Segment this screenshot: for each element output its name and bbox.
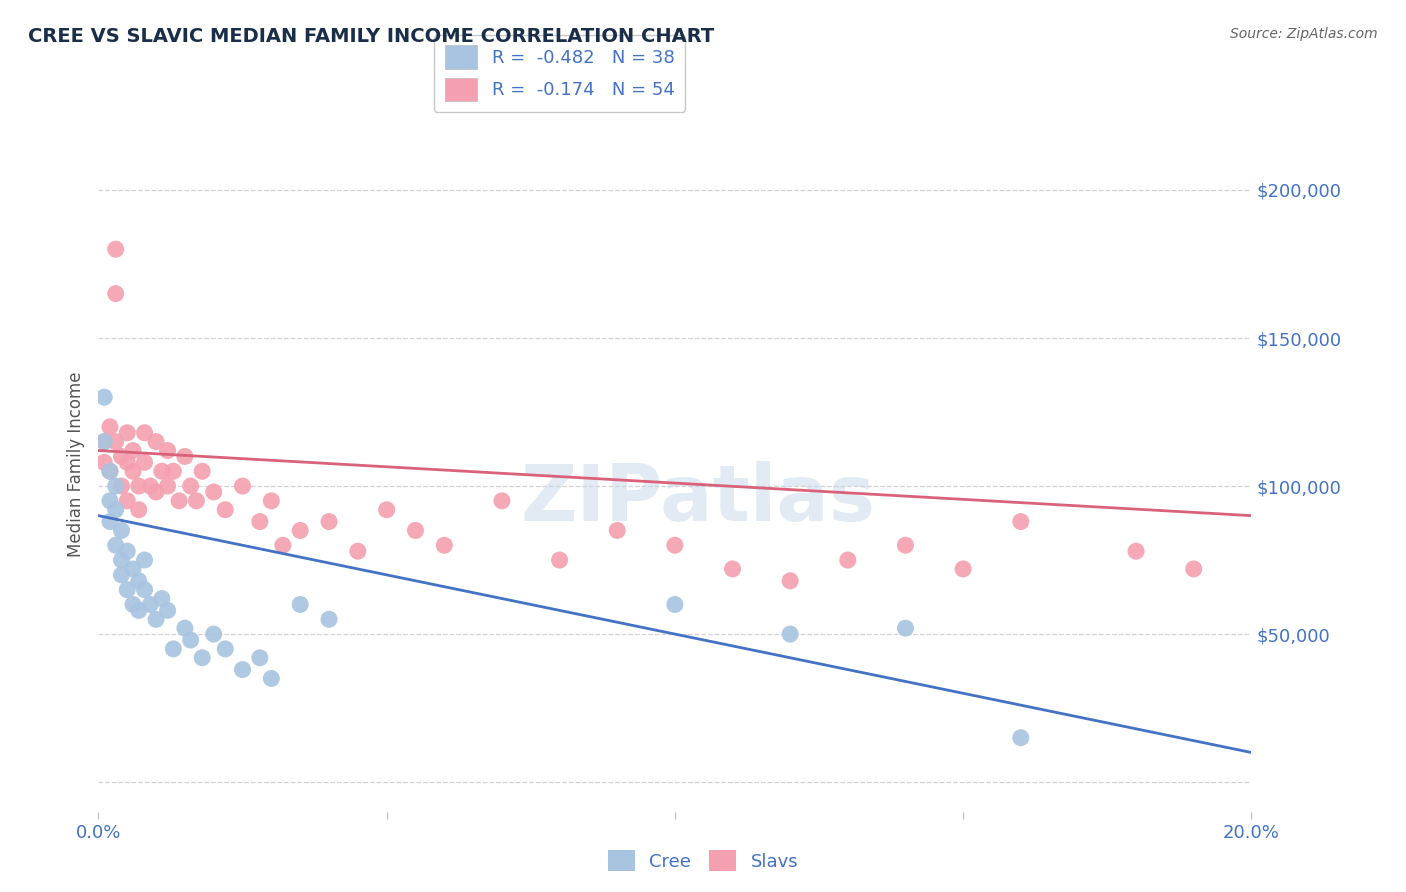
Point: [894, 621, 917, 635]
Text: CREE VS SLAVIC MEDIAN FAMILY INCOME CORRELATION CHART: CREE VS SLAVIC MEDIAN FAMILY INCOME CORR…: [28, 27, 714, 45]
Point: [548, 553, 571, 567]
Point: [98, 493, 121, 508]
Point: [346, 544, 368, 558]
Point: [104, 502, 127, 516]
Point: [174, 450, 197, 464]
Point: [139, 598, 162, 612]
Legend: Cree, Slavs: Cree, Slavs: [600, 843, 806, 879]
Point: [191, 464, 214, 478]
Point: [271, 538, 294, 552]
Point: [122, 464, 145, 478]
Point: [214, 641, 236, 656]
Point: [93, 390, 115, 404]
Point: [122, 443, 145, 458]
Point: [110, 450, 132, 464]
Point: [93, 455, 115, 469]
Point: [98, 420, 121, 434]
Point: [290, 598, 312, 612]
Point: [290, 524, 312, 538]
Point: [134, 553, 156, 567]
Point: [779, 627, 801, 641]
Point: [202, 485, 225, 500]
Point: [1010, 515, 1032, 529]
Point: [128, 502, 150, 516]
Point: [214, 502, 236, 516]
Point: [117, 493, 139, 508]
Point: [117, 455, 139, 469]
Point: [606, 524, 628, 538]
Legend: R =  -0.482   N = 38, R =  -0.174   N = 54: R = -0.482 N = 38, R = -0.174 N = 54: [434, 35, 685, 111]
Text: Source: ZipAtlas.com: Source: ZipAtlas.com: [1230, 27, 1378, 41]
Point: [134, 582, 156, 597]
Y-axis label: Median Family Income: Median Family Income: [67, 371, 86, 557]
Point: [405, 524, 427, 538]
Point: [180, 632, 202, 647]
Point: [93, 434, 115, 449]
Point: [174, 621, 197, 635]
Point: [952, 562, 974, 576]
Point: [156, 479, 179, 493]
Point: [104, 538, 127, 552]
Point: [117, 425, 139, 440]
Point: [145, 434, 167, 449]
Point: [721, 562, 744, 576]
Point: [98, 515, 121, 529]
Point: [110, 553, 132, 567]
Point: [260, 493, 283, 508]
Point: [167, 493, 190, 508]
Point: [98, 464, 121, 478]
Point: [128, 603, 150, 617]
Point: [231, 663, 254, 677]
Point: [231, 479, 254, 493]
Point: [318, 612, 340, 626]
Point: [664, 538, 686, 552]
Point: [117, 544, 139, 558]
Point: [180, 479, 202, 493]
Point: [249, 515, 271, 529]
Point: [122, 598, 145, 612]
Point: [202, 627, 225, 641]
Point: [162, 641, 184, 656]
Point: [162, 464, 184, 478]
Point: [122, 562, 145, 576]
Point: [93, 434, 115, 449]
Point: [150, 464, 173, 478]
Point: [837, 553, 859, 567]
Point: [491, 493, 513, 508]
Point: [104, 286, 127, 301]
Point: [664, 598, 686, 612]
Point: [104, 242, 127, 256]
Point: [104, 434, 127, 449]
Point: [156, 443, 179, 458]
Point: [1010, 731, 1032, 745]
Point: [191, 650, 214, 665]
Point: [104, 479, 127, 493]
Point: [249, 650, 271, 665]
Point: [894, 538, 917, 552]
Point: [134, 455, 156, 469]
Point: [150, 591, 173, 606]
Point: [134, 425, 156, 440]
Point: [110, 567, 132, 582]
Point: [145, 612, 167, 626]
Point: [1125, 544, 1147, 558]
Point: [779, 574, 801, 588]
Point: [186, 493, 208, 508]
Point: [117, 582, 139, 597]
Point: [156, 603, 179, 617]
Point: [318, 515, 340, 529]
Point: [145, 485, 167, 500]
Point: [260, 672, 283, 686]
Point: [128, 479, 150, 493]
Point: [433, 538, 456, 552]
Point: [110, 524, 132, 538]
Point: [128, 574, 150, 588]
Point: [110, 479, 132, 493]
Text: ZIPatlas: ZIPatlas: [520, 460, 876, 537]
Point: [1182, 562, 1205, 576]
Point: [139, 479, 162, 493]
Point: [98, 464, 121, 478]
Point: [375, 502, 398, 516]
